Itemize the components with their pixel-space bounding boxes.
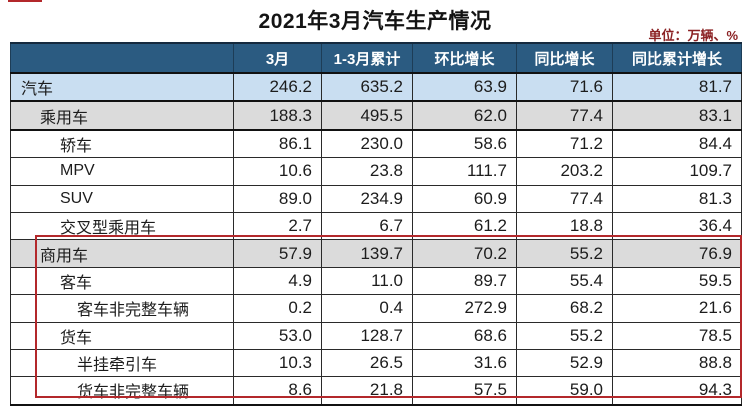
table-header-row: 3月 1-3月累计 环比增长 同比增长 同比累计增长 (10, 42, 742, 74)
cell-value: 495.5 (321, 100, 413, 131)
production-table: 3月 1-3月累计 环比增长 同比增长 同比累计增长 汽车 246.2 635.2 63.9 7… (10, 42, 742, 406)
cell-value: 81.7 (612, 72, 742, 103)
cell-value: 36.4 (612, 211, 742, 241)
cell-value: 234.9 (321, 184, 413, 213)
cell-value: 635.2 (321, 72, 413, 103)
cell-value: 81.3 (612, 184, 742, 213)
cell-value: 246.2 (233, 72, 322, 103)
table-body: 汽车 246.2 635.2 63.9 71.6 81.7 乘用车 188.3 495.5 62.… (10, 72, 742, 406)
row-label: MPV (10, 157, 234, 186)
table-row: 汽车 246.2 635.2 63.9 71.6 81.7 (10, 72, 742, 103)
row-label: 交叉型乘用车 (10, 211, 234, 241)
table-row: 半挂牵引车 10.3 26.5 31.6 52.9 88.8 (10, 348, 742, 378)
cell-value: 84.4 (612, 129, 742, 159)
cell-value: 86.1 (233, 129, 322, 159)
cell-value: 89.7 (412, 266, 517, 296)
cell-value: 55.2 (516, 321, 613, 350)
cell-value: 21.8 (321, 376, 413, 406)
cell-value: 77.4 (516, 100, 613, 131)
cell-value: 53.0 (233, 321, 322, 350)
table-row: 客车非完整车辆 0.2 0.4 272.9 68.2 21.6 (10, 294, 742, 323)
row-label: SUV (10, 184, 234, 213)
column-header: 3月 (233, 42, 322, 74)
cell-value: 76.9 (612, 239, 742, 268)
cell-value: 68.6 (412, 321, 517, 350)
row-label: 客车 (10, 266, 234, 296)
row-label: 汽车 (10, 72, 234, 103)
cell-value: 230.0 (321, 129, 413, 159)
corner-header-cell (10, 42, 234, 74)
cell-value: 18.8 (516, 211, 613, 241)
row-label: 半挂牵引车 (10, 348, 234, 378)
cell-value: 62.0 (412, 100, 517, 131)
cell-value: 2.7 (233, 211, 322, 241)
table-row: 轿车 86.1 230.0 58.6 71.2 84.4 (10, 129, 742, 159)
cell-value: 4.9 (233, 266, 322, 296)
unit-label: 单位：万辆、% (648, 28, 738, 43)
cell-value: 128.7 (321, 321, 413, 350)
cell-value: 71.6 (516, 72, 613, 103)
column-header: 同比累计增长 (612, 42, 742, 74)
cell-value: 77.4 (516, 184, 613, 213)
cell-value: 0.2 (233, 294, 322, 323)
cell-value: 59.5 (612, 266, 742, 296)
table-row: SUV 89.0 234.9 60.9 77.4 81.3 (10, 184, 742, 213)
cell-value: 94.3 (612, 376, 742, 406)
cell-value: 10.6 (233, 157, 322, 186)
page-title: 2021年3月汽车生产情况 (258, 10, 492, 33)
cell-value: 203.2 (516, 157, 613, 186)
cell-value: 68.2 (516, 294, 613, 323)
cell-value: 6.7 (321, 211, 413, 241)
row-label: 客车非完整车辆 (10, 294, 234, 323)
cell-value: 59.0 (516, 376, 613, 406)
cell-value: 109.7 (612, 157, 742, 186)
table-row: 商用车 57.9 139.7 70.2 55.2 76.9 (10, 239, 742, 268)
row-label: 商用车 (10, 239, 234, 268)
cell-value: 78.5 (612, 321, 742, 350)
cell-value: 0.4 (321, 294, 413, 323)
cell-value: 60.9 (412, 184, 517, 213)
column-header: 同比增长 (516, 42, 613, 74)
table-row: MPV 10.6 23.8 111.7 203.2 109.7 (10, 157, 742, 186)
column-header: 1-3月累计 (321, 42, 413, 74)
table-row: 货车非完整车辆 8.6 21.8 57.5 59.0 94.3 (10, 376, 742, 406)
cell-value: 31.6 (412, 348, 517, 378)
cell-value: 23.8 (321, 157, 413, 186)
cell-value: 188.3 (233, 100, 322, 131)
row-label: 乘用车 (10, 100, 234, 131)
cell-value: 21.6 (612, 294, 742, 323)
cell-value: 55.2 (516, 239, 613, 268)
cell-value: 83.1 (612, 100, 742, 131)
cell-value: 57.9 (233, 239, 322, 268)
cell-value: 111.7 (412, 157, 517, 186)
cell-value: 63.9 (412, 72, 517, 103)
cell-value: 88.8 (612, 348, 742, 378)
table-row: 交叉型乘用车 2.7 6.7 61.2 18.8 36.4 (10, 211, 742, 241)
cell-value: 57.5 (412, 376, 517, 406)
column-header: 环比增长 (412, 42, 517, 74)
cell-value: 11.0 (321, 266, 413, 296)
cell-value: 26.5 (321, 348, 413, 378)
red-annotation-dash (8, 0, 42, 2)
cell-value: 52.9 (516, 348, 613, 378)
table-row: 客车 4.9 11.0 89.7 55.4 59.5 (10, 266, 742, 296)
table-row: 乘用车 188.3 495.5 62.0 77.4 83.1 (10, 100, 742, 131)
cell-value: 70.2 (412, 239, 517, 268)
row-label: 货车非完整车辆 (10, 376, 234, 406)
cell-value: 8.6 (233, 376, 322, 406)
cell-value: 139.7 (321, 239, 413, 268)
cell-value: 58.6 (412, 129, 517, 159)
cell-value: 55.4 (516, 266, 613, 296)
row-label: 货车 (10, 321, 234, 350)
cell-value: 272.9 (412, 294, 517, 323)
cell-value: 71.2 (516, 129, 613, 159)
cell-value: 89.0 (233, 184, 322, 213)
table-row: 货车 53.0 128.7 68.6 55.2 78.5 (10, 321, 742, 350)
cell-value: 61.2 (412, 211, 517, 241)
cell-value: 10.3 (233, 348, 322, 378)
row-label: 轿车 (10, 129, 234, 159)
